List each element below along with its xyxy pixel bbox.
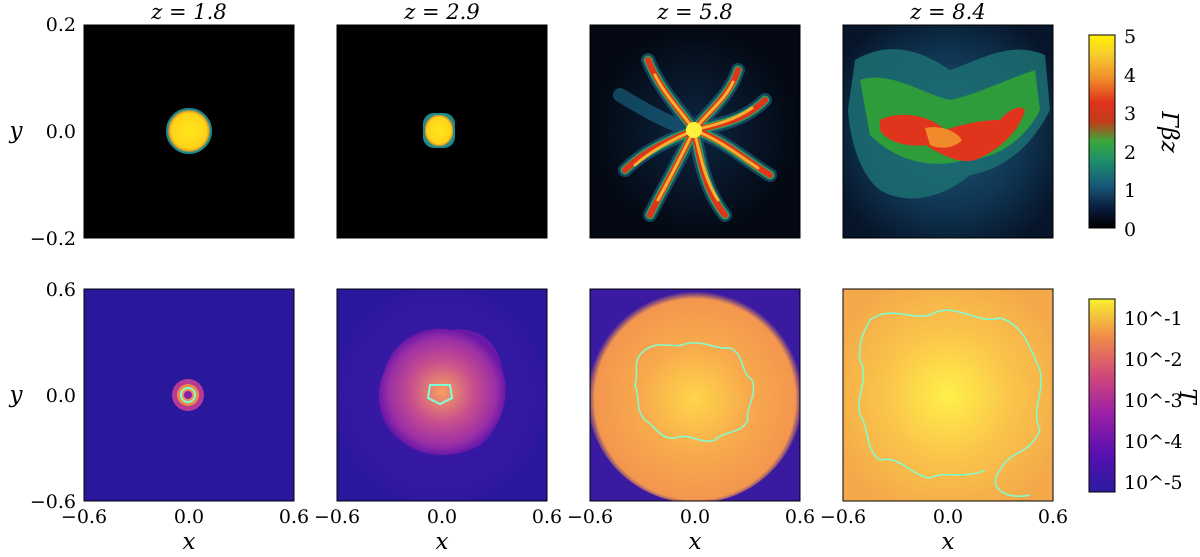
x-axis-label: x [942,529,955,555]
panel-bottom-3 [589,288,801,502]
axes-frame [842,288,1054,502]
colorbar-bottom: 10^-1 10^-2 10^-3 10^-4 10^-5 T [1088,298,1200,494]
colorbar-tick-label: 2 [1124,142,1136,164]
contour-line [634,342,755,442]
colorbar-tick-label: 4 [1124,65,1136,87]
y-tick-label: −0.6 [30,491,76,513]
y-tick-label: 0.0 [46,385,76,407]
colorbar-tick-label: 10^-5 [1124,472,1183,494]
panel-bottom-2 [336,288,548,502]
x-tick-label: 0.6 [785,506,815,528]
axes-frame [589,288,801,502]
x-tick-label: 0.0 [933,506,963,528]
cocoon-sphere [590,289,800,501]
colorbar-tick-label: 10^-1 [1124,308,1183,330]
colorbar-tick-label: 5 [1124,26,1136,48]
colorbar-label: Γβz [1156,110,1182,153]
bottom-x-axis: −0.6 0.0 0.6 x −0.6 0.0 0.6 x −0.6 0.0 0… [61,506,1068,555]
colorbar-tick-label: 1 [1124,180,1136,202]
colorbar-tick-label: 10^-2 [1124,349,1183,371]
axes-frame [83,24,295,239]
panel-top-2: z = 2.9 [336,0,548,239]
panel-top-3: z = 5.8 [589,0,801,239]
colorbar-tick-label: 0 [1124,219,1136,241]
panel-bottom-1 [83,288,295,502]
x-tick-label: 0.6 [532,506,562,528]
colorbar-tick-label: 10^-3 [1124,390,1183,412]
axes-frame [589,24,801,239]
colorbar-gradient [1088,34,1116,229]
jet-core-blob [166,108,212,154]
x-tick-label: 0.0 [680,506,710,528]
x-tick-label: −0.6 [314,506,360,528]
colorbar-gradient [1088,298,1116,493]
x-tick-label: 0.0 [174,506,204,528]
axes-frame [83,288,295,502]
x-tick-label: 0.6 [1038,506,1068,528]
panel-title: z = 8.4 [909,0,985,24]
panel-title: z = 1.8 [150,0,226,24]
x-axis-label: x [183,529,196,555]
top-y-axis: 0.2 0.0 −0.2 y [9,14,77,250]
colorbar-label: T [1174,388,1200,405]
contour-line [858,309,1042,497]
panel-title: z = 5.8 [656,0,732,24]
turbulent-core [378,328,506,456]
jet-core-blob [423,113,455,148]
y-axis-label: y [9,382,24,408]
x-tick-label: 0.6 [279,506,309,528]
hot-spot [925,127,962,148]
jet-core-blob [686,122,702,138]
axes-frame [336,288,548,502]
panel-top-4: z = 8.4 [842,0,1054,239]
y-tick-label: 0.2 [46,14,76,36]
axes-frame [842,24,1054,239]
x-axis-label: x [436,529,449,555]
y-tick-label: 0.6 [46,279,76,301]
x-tick-label: −0.6 [61,506,107,528]
colorbar-tick-label: 3 [1124,103,1136,125]
axes-frame [336,24,548,239]
x-axis-label: x [689,529,702,555]
x-tick-label: −0.6 [567,506,613,528]
x-tick-label: −0.6 [820,506,866,528]
y-tick-label: −0.2 [30,228,76,250]
colorbar-top: 0 1 2 3 4 5 Γβz [1088,26,1182,241]
panel-title: z = 2.9 [403,0,479,24]
panel-top-1: z = 1.8 [83,0,295,239]
contour-line [180,387,196,403]
contour-line [426,384,454,406]
bottom-y-axis: 0.6 0.0 −0.6 y [9,279,77,513]
core [184,391,192,399]
y-axis-label: y [9,118,24,144]
heatmap-background [843,289,1053,501]
panel-bottom-4 [842,288,1054,502]
colorbar-tick-label: 10^-4 [1124,431,1183,453]
y-tick-label: 0.0 [46,121,76,143]
x-tick-label: 0.0 [427,506,457,528]
